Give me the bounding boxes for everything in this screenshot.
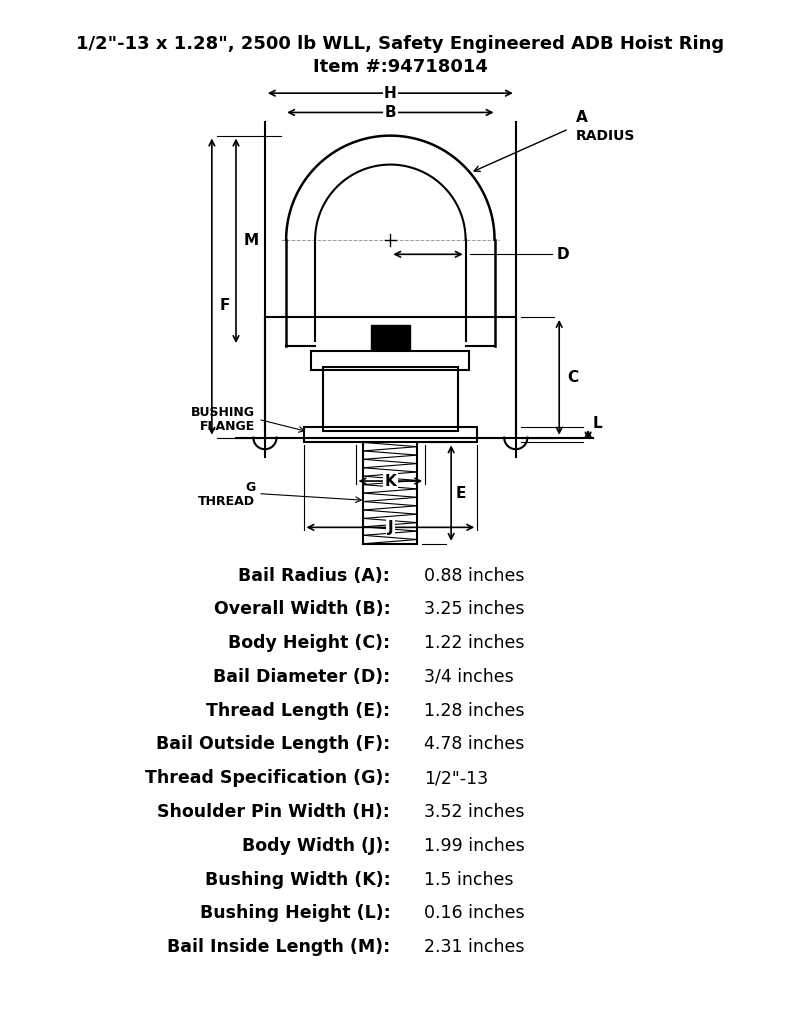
Text: G: G: [245, 481, 255, 494]
Text: 2.31 inches: 2.31 inches: [424, 938, 525, 956]
Bar: [371, 325, 410, 348]
Text: RADIUS: RADIUS: [576, 128, 635, 143]
Text: 4.78 inches: 4.78 inches: [424, 736, 525, 753]
Text: 3.52 inches: 3.52 inches: [424, 803, 525, 821]
Text: 1.99 inches: 1.99 inches: [424, 837, 525, 855]
Bar: [323, 367, 458, 431]
Bar: [311, 351, 470, 370]
Text: 1/2"-13 x 1.28", 2500 lb WLL, Safety Engineered ADB Hoist Ring: 1/2"-13 x 1.28", 2500 lb WLL, Safety Eng…: [76, 36, 724, 53]
Text: Bail Inside Length (M):: Bail Inside Length (M):: [167, 938, 390, 956]
Text: FLANGE: FLANGE: [200, 420, 255, 432]
Text: 1.5 inches: 1.5 inches: [424, 870, 514, 889]
Text: E: E: [456, 486, 466, 500]
Text: H: H: [384, 86, 397, 101]
Text: Bail Diameter (D):: Bail Diameter (D):: [213, 667, 390, 686]
Text: L: L: [593, 416, 602, 431]
Text: D: D: [556, 247, 569, 262]
Bar: [303, 427, 477, 442]
Text: THREAD: THREAD: [198, 495, 255, 507]
Text: Bail Radius (A):: Bail Radius (A):: [238, 567, 390, 585]
Text: Body Width (J):: Body Width (J):: [242, 837, 390, 855]
Text: Shoulder Pin Width (H):: Shoulder Pin Width (H):: [158, 803, 390, 821]
Text: BUSHING: BUSHING: [191, 406, 255, 419]
Text: Bushing Width (K):: Bushing Width (K):: [205, 870, 390, 889]
Text: Bushing Height (L):: Bushing Height (L):: [200, 904, 390, 922]
Text: M: M: [244, 233, 259, 249]
Text: 0.16 inches: 0.16 inches: [424, 904, 525, 922]
Text: Overall Width (B):: Overall Width (B):: [214, 600, 390, 619]
Text: Bail Outside Length (F):: Bail Outside Length (F):: [156, 736, 390, 753]
Text: Item #:94718014: Item #:94718014: [313, 58, 487, 76]
Text: 1.22 inches: 1.22 inches: [424, 634, 525, 652]
Text: 3.25 inches: 3.25 inches: [424, 600, 525, 619]
Text: J: J: [387, 520, 393, 535]
Text: A: A: [576, 110, 587, 124]
Text: B: B: [385, 105, 396, 120]
Text: 1.28 inches: 1.28 inches: [424, 702, 525, 719]
Text: 1/2"-13: 1/2"-13: [424, 769, 488, 788]
Text: F: F: [219, 299, 230, 314]
Text: K: K: [385, 474, 396, 488]
Text: Body Height (C):: Body Height (C):: [228, 634, 390, 652]
Text: C: C: [567, 370, 578, 385]
Text: 0.88 inches: 0.88 inches: [424, 567, 525, 585]
Text: 3/4 inches: 3/4 inches: [424, 667, 514, 686]
Text: Thread Specification (G):: Thread Specification (G):: [145, 769, 390, 788]
Text: Thread Length (E):: Thread Length (E):: [206, 702, 390, 719]
